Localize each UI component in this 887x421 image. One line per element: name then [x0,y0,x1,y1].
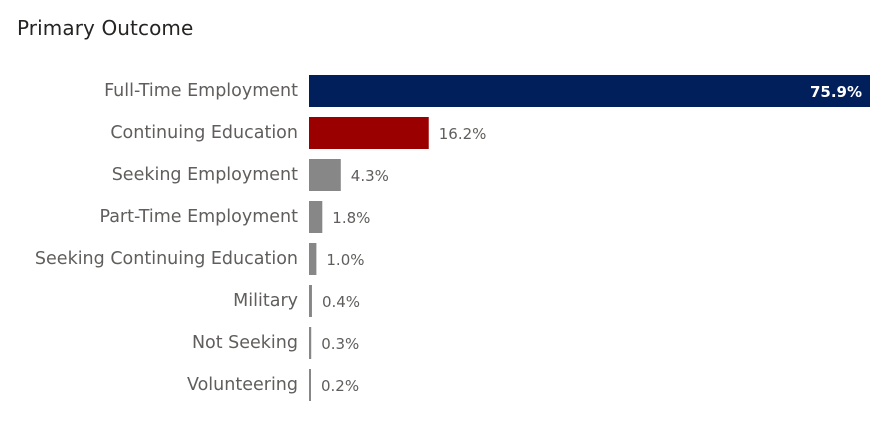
category-label: Volunteering [187,375,298,395]
category-label: Not Seeking [192,333,298,353]
bar[interactable] [309,243,317,275]
bar[interactable] [309,201,323,233]
data-label: 16.2% [439,125,487,143]
data-label: 0.2% [321,377,359,395]
data-label: 75.9% [810,83,862,101]
category-label: Military [233,291,298,311]
category-label: Seeking Continuing Education [35,249,298,269]
data-label: 1.8% [332,209,370,227]
bar[interactable] [309,159,341,191]
data-label: 0.4% [322,293,360,311]
bar[interactable] [309,75,870,107]
category-label: Full-Time Employment [104,81,298,101]
category-label: Continuing Education [110,123,298,143]
bar[interactable] [309,117,429,149]
bar[interactable] [309,285,312,317]
category-label: Part-Time Employment [99,207,298,227]
category-label: Seeking Employment [112,165,298,185]
chart-title: Primary Outcome [17,16,194,40]
data-label: 1.0% [326,251,364,269]
bar[interactable] [309,327,312,359]
data-label: 4.3% [351,167,389,185]
data-label: 0.3% [321,335,359,353]
bar[interactable] [309,369,311,401]
